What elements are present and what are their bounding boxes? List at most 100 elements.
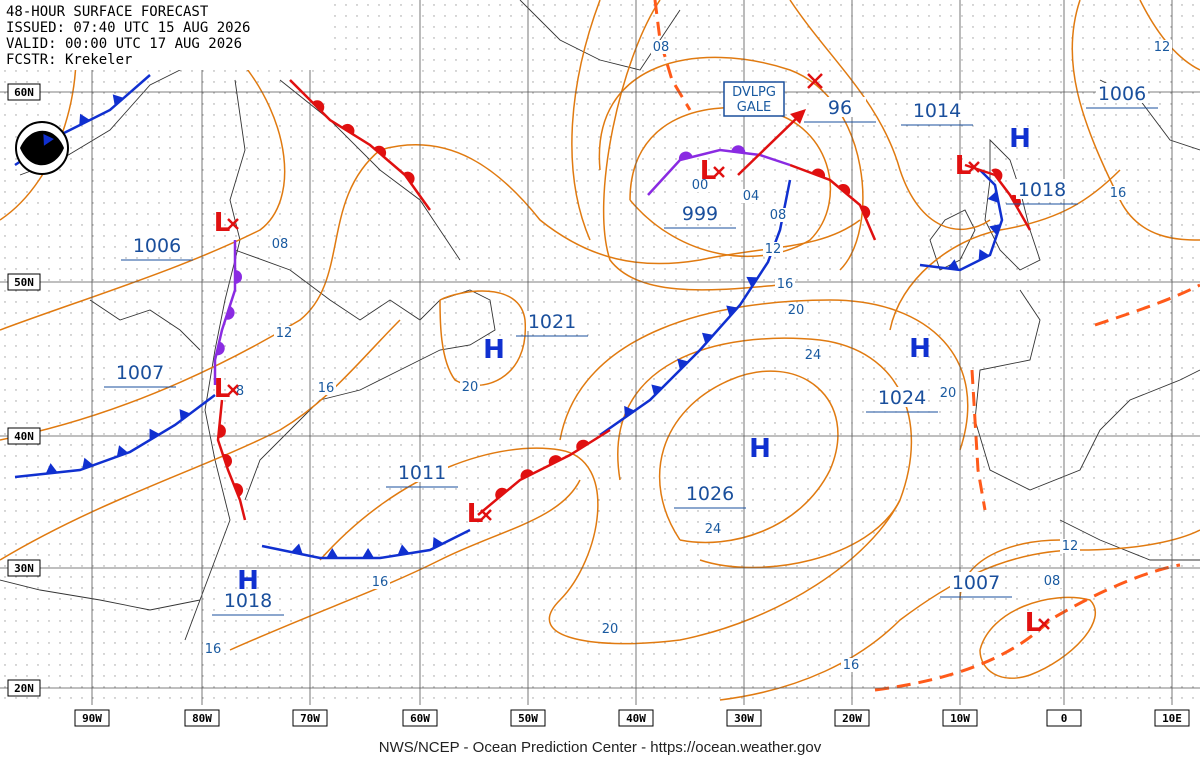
- low-center: L: [467, 499, 484, 529]
- front-symbol-shape: [326, 548, 339, 558]
- low-x: [713, 166, 725, 178]
- front-symbol-shape: [837, 184, 851, 196]
- x-stroke: [968, 161, 980, 173]
- isobar-label: 24: [705, 522, 722, 537]
- isobar-label: 00: [692, 178, 709, 193]
- front-symbol-shape: [373, 145, 387, 158]
- isobars: [0, 0, 1200, 701]
- isobar-label: 08: [770, 208, 787, 223]
- isobar-label-bg: [690, 178, 710, 192]
- isobar-label: 04: [743, 189, 760, 204]
- front-symbol-shape: [677, 358, 689, 370]
- front-symbol-shape: [746, 276, 759, 288]
- front-symbol-shape: [495, 487, 508, 500]
- low-center: L: [955, 151, 972, 181]
- front-semicircle: [548, 455, 563, 466]
- front-symbol-shape: [341, 123, 355, 135]
- front-triangle: [989, 223, 1001, 236]
- pressure-label: 999: [682, 203, 718, 225]
- front-semicircle: [576, 439, 590, 451]
- front-triangle: [291, 543, 303, 555]
- pressure-label: 1006: [133, 235, 181, 257]
- isobar-label-bg: [600, 622, 620, 636]
- isobar-label: 12: [1062, 539, 1079, 554]
- x-stroke: [227, 384, 239, 396]
- isobar-label: 20: [462, 380, 479, 395]
- longitude-label-box: [834, 709, 870, 727]
- isobar-label: 08: [1044, 574, 1061, 589]
- isobar-label: 24: [805, 348, 822, 363]
- front-symbol-shape: [116, 445, 129, 457]
- isobar-label: 16: [777, 277, 794, 292]
- front-semicircle: [837, 184, 851, 196]
- isobar-label: 16: [372, 575, 389, 590]
- front-triangle: [432, 537, 444, 549]
- front-symbol-shape: [403, 171, 415, 185]
- isobar-label: 16: [318, 381, 335, 396]
- pressure-label-bg: [876, 387, 928, 407]
- high-center: H: [1009, 124, 1031, 154]
- warm-front: [289, 79, 432, 211]
- high-center: H: [749, 434, 771, 464]
- warning-box: [723, 81, 785, 117]
- storm-track-arrow: [737, 114, 801, 176]
- longitude-label: 50W: [518, 712, 538, 725]
- front-triangle: [326, 548, 339, 558]
- latitude-label: 30N: [14, 562, 34, 575]
- longitude-label-box: [1154, 709, 1190, 727]
- front-semicircle: [678, 151, 693, 161]
- isobar-label: 16: [1110, 186, 1127, 201]
- pressure-label-bg: [950, 572, 1002, 592]
- x-stroke: [713, 166, 725, 178]
- isobar-label-bg: [938, 386, 958, 400]
- isobar-label: 8: [236, 384, 244, 399]
- front-symbol-shape: [79, 113, 90, 126]
- front-semicircle: [520, 469, 534, 480]
- longitude-label: 70W: [300, 712, 320, 725]
- front-symbol-shape: [624, 405, 635, 418]
- pressure-label-bg: [1096, 83, 1148, 103]
- latitude-label-box: [7, 679, 41, 697]
- isobar-label-bg: [316, 381, 336, 395]
- pressure-label-bg: [114, 362, 166, 382]
- longitude-label-box: [510, 709, 546, 727]
- high-center: H: [909, 334, 931, 364]
- isobar-label-bg: [370, 575, 390, 589]
- front-symbol-shape: [987, 191, 999, 203]
- longitude-label-box: [74, 709, 110, 727]
- footer: NWS/NCEP - Ocean Prediction Center - htt…: [379, 739, 822, 756]
- front-symbol-shape: [149, 428, 160, 441]
- front-symbol-shape: [432, 537, 444, 549]
- pressure-label: 1007: [116, 362, 164, 384]
- pressure-label: 1011: [398, 462, 446, 484]
- longitude-label: 90W: [82, 712, 102, 725]
- header-title: 48-HOUR SURFACE FORECAST: [6, 4, 209, 20]
- isobar-label-bg: [651, 40, 671, 54]
- front-symbol-shape: [43, 134, 54, 146]
- front-symbol-shape: [291, 543, 303, 555]
- front-triangle: [701, 332, 714, 344]
- front-triangle: [43, 134, 54, 146]
- low-x: [480, 509, 492, 521]
- pressure-label-bg: [222, 590, 274, 610]
- pressure-label-bg: [814, 97, 866, 117]
- x-stroke: [227, 218, 239, 230]
- front-triangle: [112, 94, 124, 106]
- warning-text: DVLPG: [732, 85, 776, 100]
- front-semicircle: [403, 171, 415, 185]
- isobar-label: 08: [653, 40, 670, 55]
- low-x: [1038, 618, 1050, 630]
- longitude-label: 60W: [410, 712, 430, 725]
- front-semicircle: [860, 205, 871, 219]
- isobar-label-bg: [1152, 40, 1172, 54]
- low-center: L: [214, 208, 231, 238]
- header-valid: VALID: 00:00 UTC 17 AUG 2026: [6, 36, 242, 52]
- longitude-label-box: [942, 709, 978, 727]
- front-semicircle: [341, 123, 355, 135]
- isobar-label: 12: [765, 242, 782, 257]
- front-semicircle: [811, 168, 826, 178]
- front-symbol-shape: [726, 305, 738, 317]
- front-triangle: [978, 249, 990, 261]
- front-symbol-shape: [651, 384, 663, 396]
- front-symbol-shape: [312, 100, 325, 113]
